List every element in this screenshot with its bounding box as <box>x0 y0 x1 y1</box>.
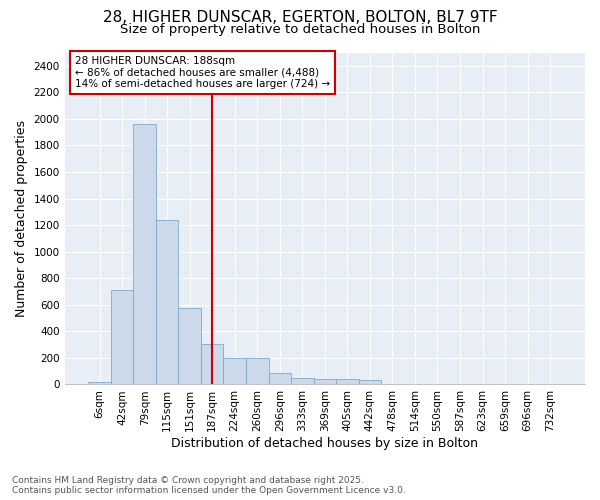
Bar <box>336 380 359 384</box>
Text: 28 HIGHER DUNSCAR: 188sqm
← 86% of detached houses are smaller (4,488)
14% of se: 28 HIGHER DUNSCAR: 188sqm ← 86% of detac… <box>75 56 330 89</box>
Bar <box>88 382 111 384</box>
Bar <box>223 358 246 384</box>
Bar <box>156 220 178 384</box>
Bar <box>111 290 133 384</box>
Bar <box>178 308 201 384</box>
Bar <box>201 344 223 385</box>
Bar <box>269 373 291 384</box>
Text: 28, HIGHER DUNSCAR, EGERTON, BOLTON, BL7 9TF: 28, HIGHER DUNSCAR, EGERTON, BOLTON, BL7… <box>103 10 497 25</box>
Bar <box>133 124 156 384</box>
Y-axis label: Number of detached properties: Number of detached properties <box>15 120 28 317</box>
Bar <box>359 380 381 384</box>
X-axis label: Distribution of detached houses by size in Bolton: Distribution of detached houses by size … <box>172 437 478 450</box>
Bar <box>291 378 314 384</box>
Text: Size of property relative to detached houses in Bolton: Size of property relative to detached ho… <box>120 22 480 36</box>
Text: Contains HM Land Registry data © Crown copyright and database right 2025.
Contai: Contains HM Land Registry data © Crown c… <box>12 476 406 495</box>
Bar <box>246 358 269 384</box>
Bar <box>314 380 336 384</box>
